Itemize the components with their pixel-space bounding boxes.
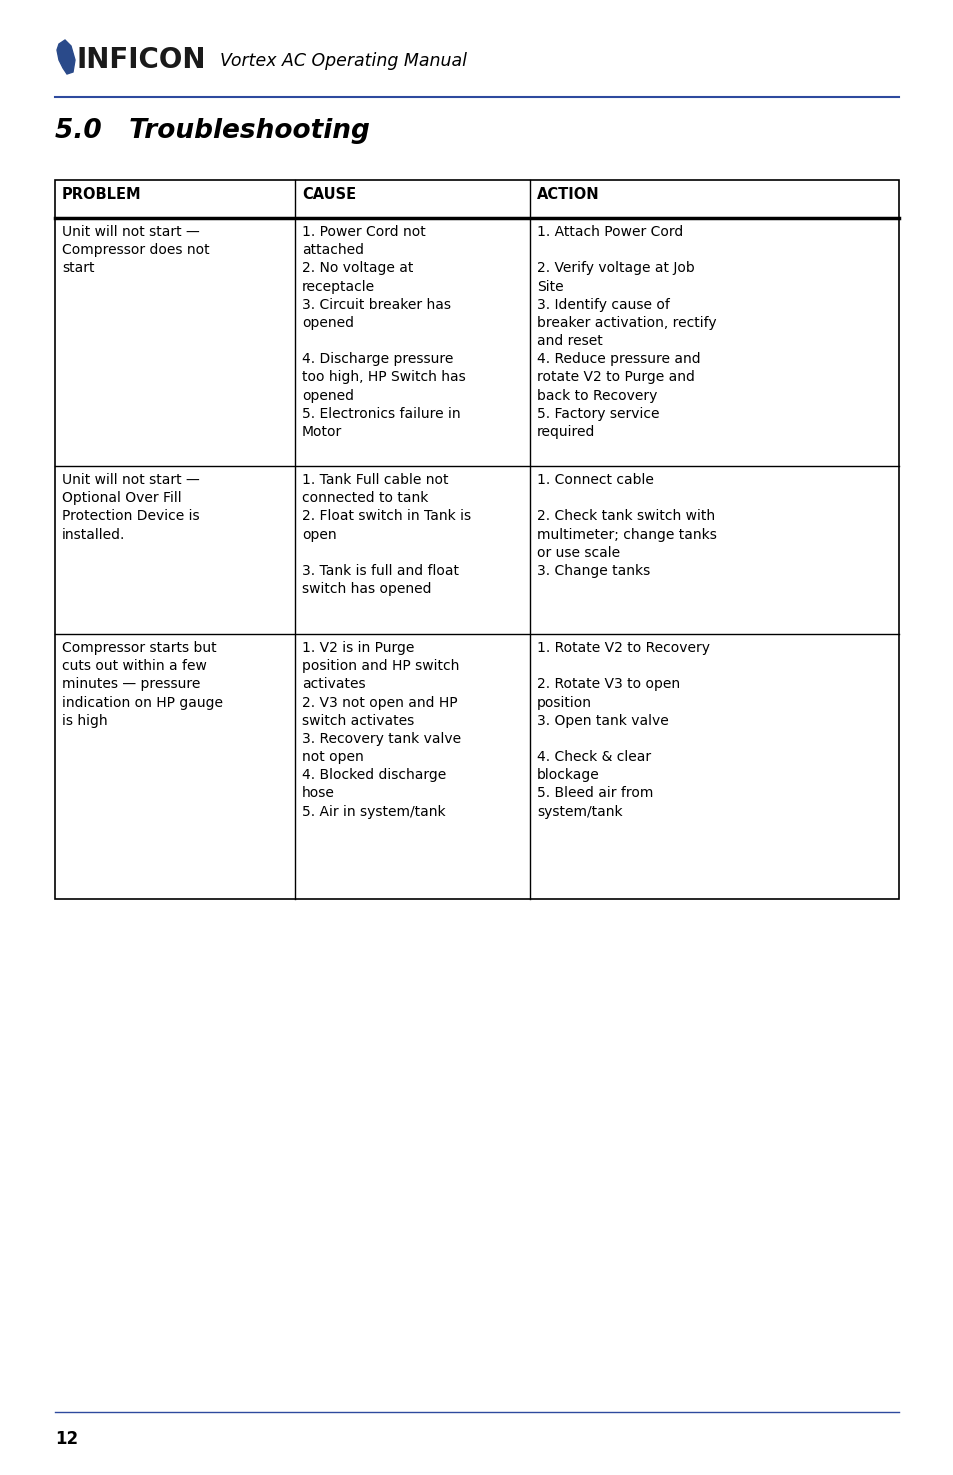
Text: 1. Rotate V2 to Recovery

2. Rotate V3 to open
position
3. Open tank valve

4. C: 1. Rotate V2 to Recovery 2. Rotate V3 to… [537,642,709,819]
Text: Compressor starts but
cuts out within a few
minutes — pressure
indication on HP : Compressor starts but cuts out within a … [62,642,223,727]
Text: 1. Power Cord not
attached
2. No voltage at
receptacle
3. Circuit breaker has
op: 1. Power Cord not attached 2. No voltage… [302,226,465,440]
Text: PROBLEM: PROBLEM [62,187,141,202]
Text: 1. Attach Power Cord

2. Verify voltage at Job
Site
3. Identify cause of
breaker: 1. Attach Power Cord 2. Verify voltage a… [537,226,716,440]
Polygon shape [57,40,75,74]
Text: 1. Tank Full cable not
connected to tank
2. Float switch in Tank is
open

3. Tan: 1. Tank Full cable not connected to tank… [302,473,471,596]
Text: INFICON: INFICON [77,46,206,74]
Text: 1. V2 is in Purge
position and HP switch
activates
2. V3 not open and HP
switch : 1. V2 is in Purge position and HP switch… [302,642,460,819]
Bar [55,180,898,898]
Text: 1. Connect cable

2. Check tank switch with
multimeter; change tanks
or use scal: 1. Connect cable 2. Check tank switch wi… [537,473,716,578]
Text: ACTION: ACTION [537,187,599,202]
Text: Unit will not start —
Optional Over Fill
Protection Device is
installed.: Unit will not start — Optional Over Fill… [62,473,199,541]
Text: Unit will not start —
Compressor does not
start: Unit will not start — Compressor does no… [62,226,210,276]
Text: 5.0   Troubleshooting: 5.0 Troubleshooting [55,118,370,145]
Text: 12: 12 [55,1429,78,1448]
Text: CAUSE: CAUSE [302,187,355,202]
Text: Vortex AC Operating Manual: Vortex AC Operating Manual [220,52,467,69]
